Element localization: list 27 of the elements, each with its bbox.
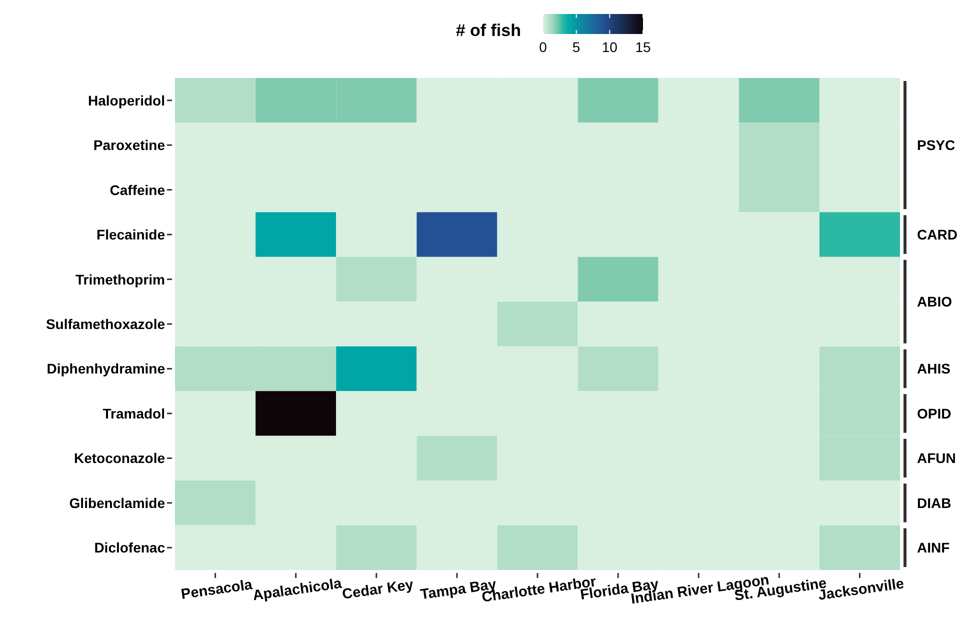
y-tick-label: Diclofenac	[94, 540, 166, 556]
color-bar-label: 15	[635, 39, 651, 55]
y-tick-label: Diphenhydramine	[46, 360, 166, 377]
y-tick-label: Glibenclamide	[69, 494, 166, 511]
x-tick-label: Pensacola	[180, 576, 254, 603]
text: PSYC	[917, 137, 956, 154]
text: AHIS	[917, 360, 950, 377]
color-bar-label: 0	[539, 39, 548, 55]
text: ABIO	[917, 294, 952, 310]
text: DIAB	[917, 494, 952, 511]
y-tick-label: Haloperidol	[88, 92, 165, 108]
text: AINF	[917, 540, 950, 556]
color-bar-title: # of fish	[456, 21, 521, 40]
color-bar-label: 5	[572, 39, 580, 55]
color-bar-label: 10	[602, 39, 618, 55]
y-tick-label: Flecainide	[96, 226, 166, 243]
x-tick-label: Apalachicola	[252, 576, 344, 604]
y-tick-label: Trimethoprim	[76, 271, 165, 288]
y-tick-label: Paroxetine	[93, 137, 166, 154]
y-tick-label: Ketoconazole	[74, 450, 166, 466]
y-tick-label: Sulfamethoxazole	[46, 316, 166, 332]
x-tick-label: Cedar Key	[341, 577, 414, 603]
y-tick-label: Tramadol	[102, 405, 165, 422]
text: OPID	[917, 405, 952, 422]
y-tick-label: Caffeine	[110, 182, 166, 198]
text: AFUN	[917, 450, 956, 466]
text: CARD	[917, 226, 958, 243]
